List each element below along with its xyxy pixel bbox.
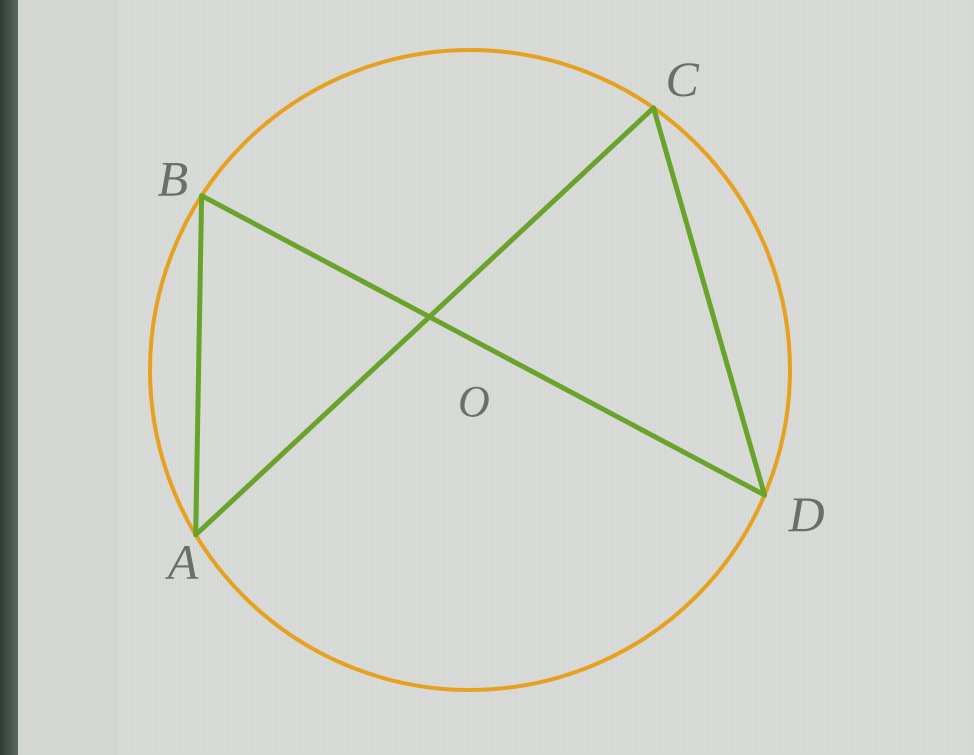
point-label-D: D: [788, 486, 825, 542]
point-label-B: B: [158, 151, 189, 207]
page-root: A B C D O: [0, 0, 974, 755]
point-label-C: C: [666, 51, 700, 107]
segments-group: [196, 108, 765, 535]
segment-CD: [654, 108, 765, 495]
point-label-A: A: [165, 534, 199, 590]
center-label-O: O: [458, 377, 490, 426]
segment-AC: [196, 108, 654, 535]
circle-o: [150, 50, 790, 690]
segment-AB: [196, 196, 202, 535]
geometry-canvas: A B C D O: [0, 0, 974, 755]
